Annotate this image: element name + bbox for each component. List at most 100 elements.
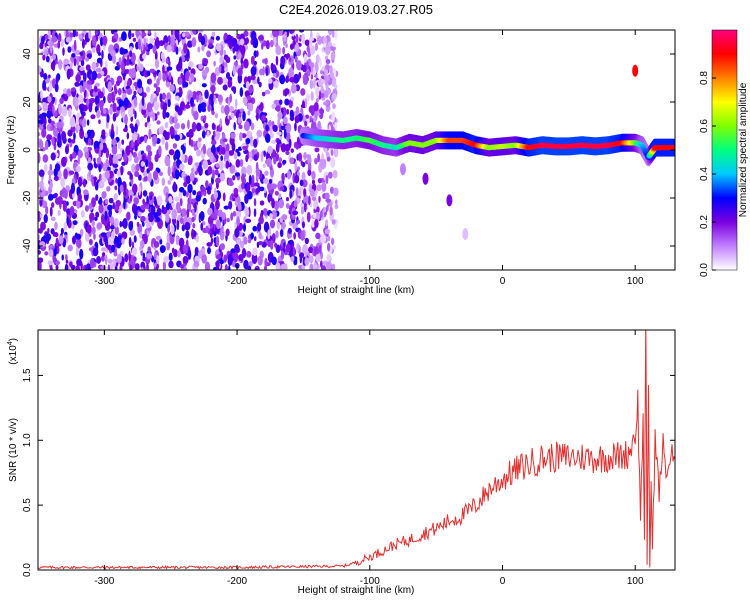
noise-cell: [154, 200, 158, 206]
noise-cell: [132, 37, 137, 42]
noise-cell: [309, 263, 314, 270]
noise-cell: [209, 93, 214, 101]
noise-cell: [202, 143, 206, 155]
noise-cell: [188, 136, 192, 146]
noise-cell: [175, 202, 181, 213]
noise-cell: [248, 260, 253, 267]
noise-cell: [73, 39, 77, 51]
noise-cell: [189, 171, 195, 182]
noise-cell: [315, 97, 319, 104]
noise-cell: [201, 44, 205, 52]
noise-cell: [228, 264, 231, 270]
noise-cell: [69, 153, 73, 162]
noise-cell: [285, 123, 292, 133]
noise-cell: [117, 88, 122, 96]
noise-cell: [318, 244, 322, 254]
noise-cell: [140, 204, 146, 211]
noise-cell: [320, 85, 324, 94]
noise-cell: [188, 77, 192, 83]
noise-cell: [171, 209, 177, 220]
noise-cell: [181, 152, 185, 163]
noise-cell: [85, 64, 91, 71]
spectrogram-marks: [38, 30, 675, 270]
noise-cell: [251, 253, 258, 265]
noise-cell: [96, 44, 101, 55]
snr-plot-area: [38, 330, 675, 570]
noise-cell: [234, 244, 240, 253]
noise-cell: [147, 43, 154, 50]
noise-cell: [107, 236, 114, 245]
noise-cell: [273, 200, 280, 211]
noise-cell: [99, 142, 104, 151]
noise-cell: [181, 208, 187, 217]
noise-cell: [166, 44, 172, 53]
noise-cell: [229, 194, 233, 201]
noise-cell: [159, 245, 166, 254]
noise-cell: [162, 102, 168, 112]
noise-cell: [178, 77, 183, 85]
noise-cell: [222, 138, 228, 143]
noise-cell: [47, 169, 54, 176]
noise-cell: [71, 151, 77, 159]
noise-cell: [146, 102, 153, 112]
noise-cell: [255, 167, 260, 177]
noise-cell: [86, 80, 92, 85]
noise-cell: [91, 197, 97, 208]
noise-cell: [52, 53, 57, 61]
noise-cell: [242, 223, 246, 232]
noise-cell: [240, 45, 246, 55]
noise-cell: [238, 254, 244, 262]
noise-cell: [104, 254, 108, 265]
noise-cell: [47, 193, 54, 201]
noise-cell: [309, 62, 315, 69]
noise-cell: [331, 92, 337, 100]
noise-cell: [270, 132, 274, 139]
y-tick-label: 0.5: [22, 498, 33, 512]
noise-cell: [86, 119, 90, 126]
noise-cell: [57, 33, 62, 43]
noise-cell: [316, 184, 322, 192]
spectrogram-x-axis: -300 -200 -100 0 100: [94, 30, 644, 287]
noise-cell: [82, 72, 87, 82]
noise-cell: [293, 200, 298, 208]
noise-cell: [220, 155, 224, 161]
noise-cell: [124, 253, 129, 263]
noise-cell: [243, 236, 248, 245]
colorbar-tick-label: 0.2: [699, 215, 710, 229]
noise-cell: [244, 90, 251, 98]
noise-cell: [251, 187, 256, 194]
noise-cell: [55, 74, 59, 85]
noise-cell: [66, 68, 71, 80]
noise-cell: [241, 173, 246, 184]
noise-cell: [134, 171, 140, 178]
noise-cell: [107, 92, 113, 104]
noise-cell: [308, 255, 314, 263]
noise-cell: [128, 221, 134, 231]
noise-cell: [195, 194, 201, 202]
noise-cell: [325, 151, 330, 157]
noise-cell: [288, 67, 294, 79]
noise-cell: [111, 123, 114, 134]
noise-cell: [267, 145, 273, 155]
noise-cell: [331, 78, 336, 87]
noise-cell: [39, 42, 44, 50]
noise-cell: [309, 189, 315, 198]
noise-cell: [47, 260, 54, 266]
noise-cell: [114, 185, 118, 191]
noise-cell: [251, 174, 255, 184]
noise-cell: [220, 147, 226, 155]
noise-cell: [154, 59, 160, 69]
noise-cell: [89, 257, 95, 269]
noise-cell: [180, 123, 186, 130]
noise-cell: [315, 232, 321, 240]
spectrogram-x-label: Height of straight line (km): [298, 285, 415, 296]
noise-cell: [81, 85, 86, 93]
noise-cell: [319, 57, 322, 68]
noise-cell: [145, 86, 151, 93]
noise-cell: [280, 263, 286, 270]
noise-cell: [247, 110, 251, 116]
noise-cell: [302, 64, 307, 73]
noise-cell: [300, 206, 305, 215]
noise-cell: [78, 55, 82, 63]
noise-cell: [96, 255, 102, 264]
